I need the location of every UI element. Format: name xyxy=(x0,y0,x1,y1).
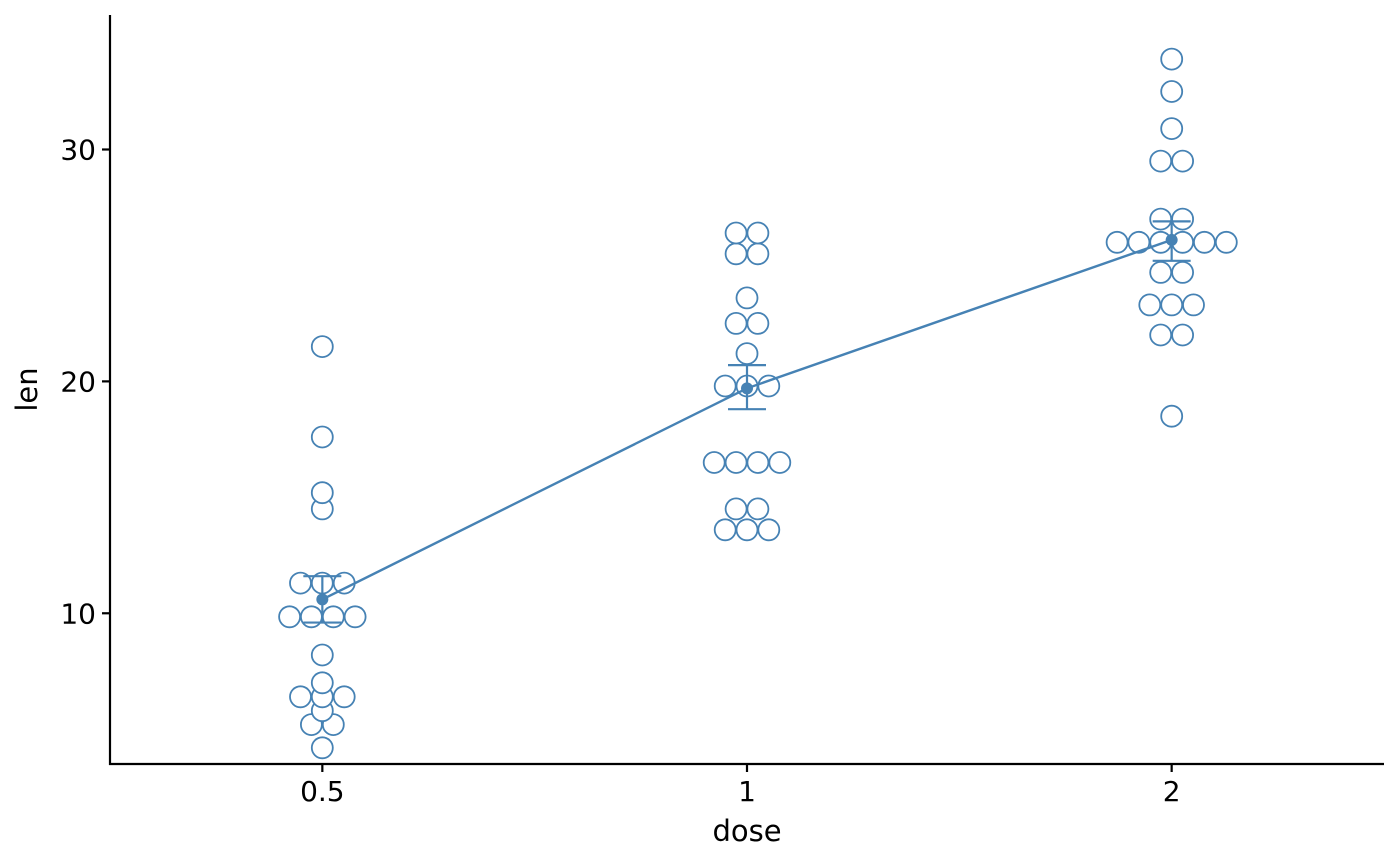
data-point xyxy=(343,605,367,629)
data-point xyxy=(1160,293,1184,317)
mean-point xyxy=(741,382,753,395)
data-point xyxy=(1160,47,1184,71)
x-tick-label: 1 xyxy=(738,775,756,808)
data-point xyxy=(1160,117,1184,141)
data-point xyxy=(278,605,302,629)
mean-point xyxy=(316,593,329,606)
data-point xyxy=(289,685,312,709)
y-tick-label: 10 xyxy=(60,597,96,630)
data-point xyxy=(1149,149,1173,173)
data-point xyxy=(310,671,334,695)
x-tick-label: 0.5 xyxy=(300,775,345,808)
data-point xyxy=(724,221,748,245)
data-point xyxy=(746,497,770,521)
data-point xyxy=(1193,230,1216,254)
data-point xyxy=(713,518,737,542)
data-point xyxy=(702,451,726,474)
data-point xyxy=(310,643,334,667)
data-point xyxy=(1149,260,1173,284)
data-point xyxy=(746,311,770,335)
data-point xyxy=(1214,230,1238,254)
data-point xyxy=(1171,323,1194,347)
axes: 10 20 30 0.5 1 2 xyxy=(60,15,1384,808)
data-point xyxy=(310,425,334,449)
data-point xyxy=(746,451,770,474)
data-point xyxy=(310,335,334,359)
y-axis-title: len xyxy=(10,367,44,411)
mean-point xyxy=(1165,233,1178,246)
data-point xyxy=(299,605,323,629)
data-point xyxy=(1149,323,1173,347)
data-point xyxy=(746,242,770,266)
data-point xyxy=(1171,260,1194,284)
data-point xyxy=(746,221,770,245)
data-point xyxy=(724,451,748,474)
data-point xyxy=(757,518,781,542)
dot-layer xyxy=(278,47,1238,760)
data-point xyxy=(1105,230,1129,254)
data-point xyxy=(1160,80,1184,103)
data-point xyxy=(757,374,781,398)
data-point xyxy=(724,311,748,335)
y-tick-label: 30 xyxy=(60,133,96,166)
data-point xyxy=(1160,404,1184,428)
data-point xyxy=(735,518,759,542)
data-point xyxy=(321,605,345,629)
x-axis-title: dose xyxy=(712,814,781,848)
data-point xyxy=(724,497,748,521)
data-point xyxy=(310,481,334,505)
data-point xyxy=(310,736,334,760)
data-point xyxy=(1182,293,1205,317)
data-point xyxy=(332,685,356,709)
data-point xyxy=(735,342,759,366)
data-point xyxy=(724,242,748,266)
data-point xyxy=(1138,293,1162,317)
data-point xyxy=(1149,207,1173,231)
y-tick-label: 20 xyxy=(60,365,96,398)
summary-layer xyxy=(303,220,1191,624)
data-point xyxy=(735,286,759,310)
data-point xyxy=(713,374,737,398)
data-point xyxy=(1171,207,1194,231)
x-tick-label: 2 xyxy=(1163,775,1181,808)
data-point xyxy=(768,451,792,474)
data-point xyxy=(1171,149,1194,173)
